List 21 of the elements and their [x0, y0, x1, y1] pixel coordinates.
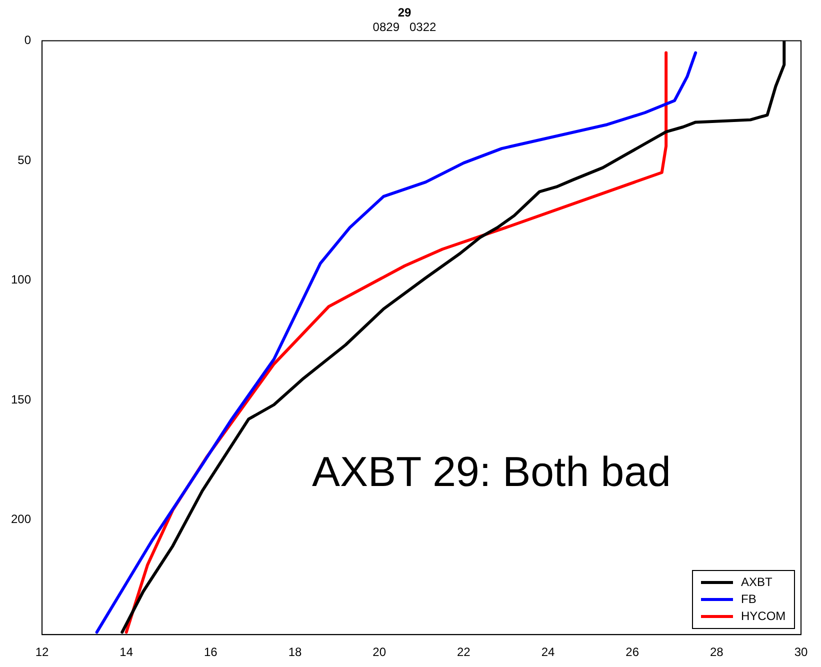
x-tick-label: 24	[541, 645, 555, 660]
annotation: AXBT 29: Both bad	[312, 448, 671, 496]
x-tick-label: 12	[35, 645, 50, 660]
y-tick-label: 150	[10, 392, 32, 406]
legend-label: FB	[741, 590, 756, 608]
y-tick-label: 200	[10, 512, 32, 526]
x-tick-label: 26	[626, 645, 640, 660]
legend-label: HYCOM	[741, 608, 786, 625]
y-tick-label: 100	[10, 272, 32, 287]
legend-label: AXBT	[741, 574, 772, 591]
y-tick-label: 0	[24, 33, 32, 48]
chart-title: 29	[398, 6, 412, 20]
x-tick-label: 20	[372, 645, 386, 660]
x-tick-label: 16	[204, 645, 218, 660]
x-tick-label: 30	[794, 645, 808, 660]
x-tick-label: 18	[288, 645, 302, 660]
y-tick-label: 50	[18, 152, 32, 167]
x-tick-label: 28	[710, 645, 724, 660]
x-tick-label: 22	[456, 645, 471, 660]
x-tick-label: 14	[120, 645, 134, 660]
chart-subtitle: 0829 0322	[372, 20, 437, 34]
